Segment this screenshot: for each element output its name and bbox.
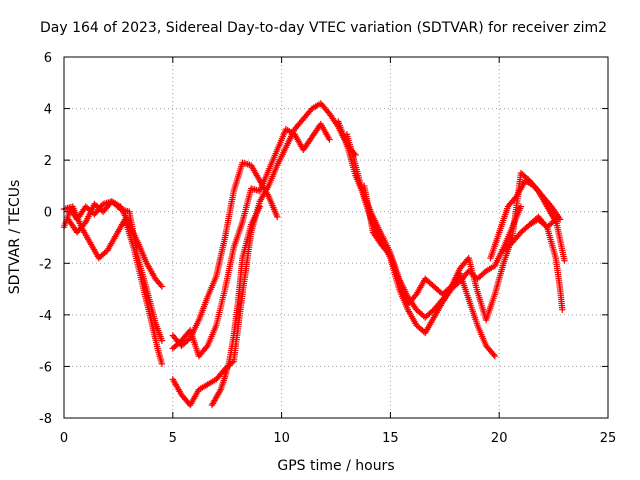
data-point [542, 222, 550, 229]
x-tick-label: 0 [60, 431, 68, 446]
x-tick-label: 15 [382, 431, 399, 446]
y-tick-label: 4 [44, 103, 52, 118]
series-satellite-track-m [526, 213, 566, 313]
data-point [561, 257, 568, 264]
y-tick-label: 0 [44, 206, 52, 221]
chart-title: Day 164 of 2023, Sidereal Day-to-day VTE… [40, 20, 607, 36]
data-points [60, 100, 568, 409]
data-point [491, 352, 499, 360]
x-tick-label: 5 [169, 431, 177, 446]
y-tick-label: -6 [39, 360, 52, 375]
data-point [385, 250, 393, 258]
data-point [158, 360, 166, 368]
data-point [517, 203, 525, 210]
data-point [81, 220, 88, 227]
y-tick-label: -4 [39, 309, 52, 324]
y-tick-label: -8 [39, 412, 52, 427]
grid-lines [64, 57, 608, 418]
series-satellite-track-i [343, 131, 499, 360]
series-satellite-track-j [361, 169, 559, 324]
data-point [158, 337, 166, 344]
series-satellite-track-d [169, 100, 359, 409]
series-satellite-track-f [169, 159, 281, 349]
data-point [203, 344, 210, 351]
y-axis-label: SDTVAR / TECUs [7, 180, 23, 295]
x-tick-label: 10 [273, 431, 290, 446]
y-tick-label: -2 [39, 257, 52, 272]
plot-frame [63, 56, 609, 419]
data-point [326, 136, 333, 143]
data-point [158, 283, 166, 290]
x-tick-label: 25 [600, 431, 617, 446]
data-point [256, 203, 264, 210]
data-point [559, 306, 566, 313]
series-satellite-track-c [65, 198, 166, 344]
y-tick-label: 6 [44, 51, 52, 66]
data-point [229, 359, 236, 366]
series-satellite-track-k [487, 177, 564, 262]
data-point [490, 351, 497, 358]
series-satellite-track-g [208, 203, 264, 409]
x-axis-label: GPS time / hours [277, 458, 394, 474]
y-tick-label: 2 [44, 154, 52, 169]
x-tick-label: 20 [491, 431, 508, 446]
data-point [274, 213, 281, 221]
